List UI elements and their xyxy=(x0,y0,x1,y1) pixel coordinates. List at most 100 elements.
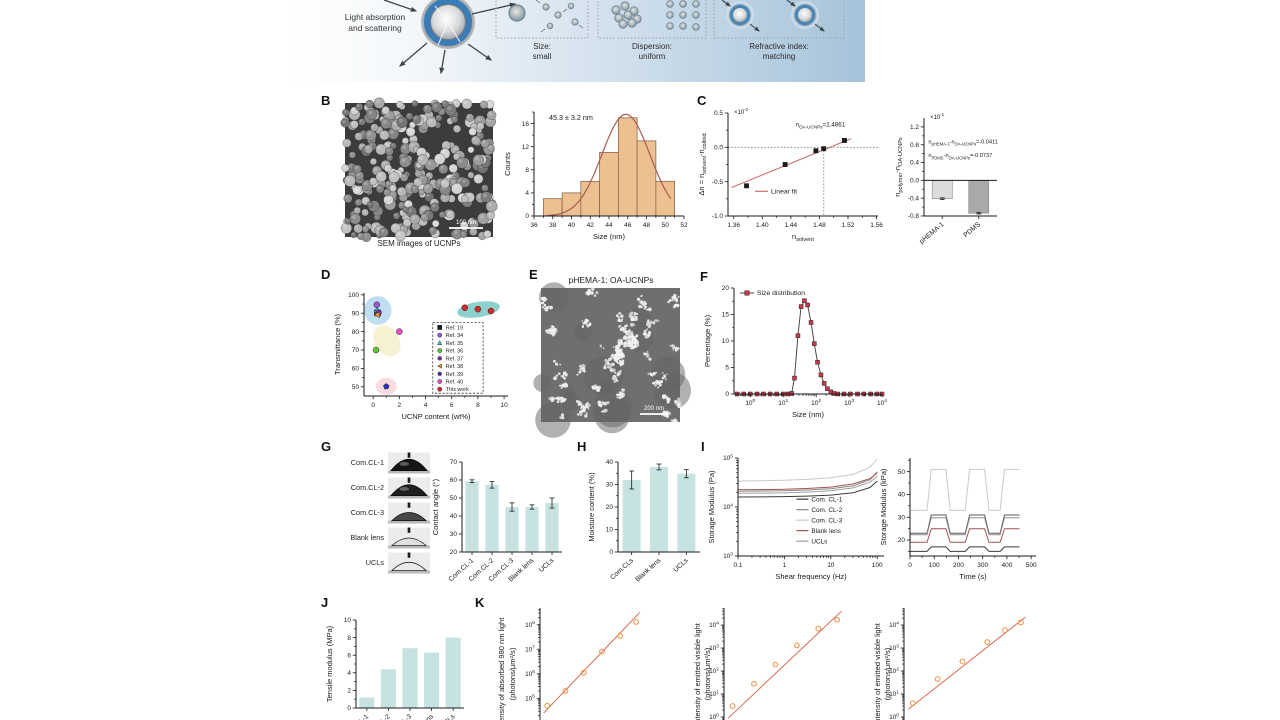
svg-text:(photons/μm²/s): (photons/μm²/s) xyxy=(508,647,517,700)
svg-text:103: 103 xyxy=(889,643,899,652)
refractive-index-fit-plot: 1.36 1.40 1.44 1.48 1.52 1.56 0.5 0.0 -0.5 -1.0 ns… xyxy=(697,96,886,252)
dispersion-uniform-icon xyxy=(611,0,700,31)
svg-text:nOA-UCNPs=1.4861: nOA-UCNPs=1.4861 xyxy=(796,121,846,129)
svg-text:8: 8 xyxy=(525,167,529,174)
svg-text:Ref. 39: Ref. 39 xyxy=(446,372,463,378)
sem-image-ucnps: 100 nm xyxy=(340,97,498,242)
svg-text:36: 36 xyxy=(530,222,538,229)
droplet-image xyxy=(388,552,430,574)
svg-text:48: 48 xyxy=(643,222,651,229)
svg-text:300: 300 xyxy=(977,562,988,569)
contact-angle-droplets: Com.CL-1 Com.CL-2 Com.CL-3 Blank lens UC… xyxy=(326,450,430,575)
svg-text:(photons/μm²/s): (photons/μm²/s) xyxy=(703,647,712,700)
size-small-icon xyxy=(508,0,584,33)
storage-modulus-time-plot: 0 100 200 300 400 500 20 30 40 50 Time (s) Storage … xyxy=(879,446,1046,592)
svg-text:200 nm: 200 nm xyxy=(644,406,664,412)
tem-title: pHEMA-1: OA-UCNPs xyxy=(568,275,654,285)
svg-text:nsolvent: nsolvent xyxy=(792,232,814,243)
droplet-image xyxy=(388,452,430,474)
svg-text:4: 4 xyxy=(424,402,428,409)
svg-text:50: 50 xyxy=(662,222,670,229)
svg-text:Storage Modulus (kPa): Storage Modulus (kPa) xyxy=(879,468,888,545)
svg-text:102: 102 xyxy=(709,666,719,675)
svg-text:101: 101 xyxy=(889,689,899,698)
svg-text:×10-2: ×10-2 xyxy=(734,107,749,116)
svg-text:Ref. 40: Ref. 40 xyxy=(446,380,463,386)
svg-text:Ref. 19: Ref. 19 xyxy=(446,325,463,331)
sem-caption: SEM images of UCNPs xyxy=(377,239,461,248)
emitted-light-intensity-plot-2: 100 101 102 103 104 Intensity of emitted visi… xyxy=(848,594,1040,720)
svg-text:100: 100 xyxy=(348,292,359,299)
svg-text:Percentage (%): Percentage (%) xyxy=(703,314,712,367)
svg-text:Tensile modulus (MPa): Tensile modulus (MPa) xyxy=(325,625,334,702)
refractive-matching-label: Refractive index: matching xyxy=(749,42,809,61)
panel-letter-D: D xyxy=(321,267,331,282)
size-distribution-plot: 100 101 102 103 104 0 5 10 15 20 Size (nm) Percenta… xyxy=(700,274,894,430)
svg-text:16: 16 xyxy=(522,121,530,128)
svg-text:Size (nm): Size (nm) xyxy=(792,410,825,419)
svg-text:103: 103 xyxy=(844,398,854,407)
panel-letter-I: I xyxy=(701,439,705,454)
svg-text:-0.4: -0.4 xyxy=(908,195,920,202)
svg-text:20: 20 xyxy=(606,504,614,511)
svg-text:20: 20 xyxy=(450,549,458,556)
svg-text:104: 104 xyxy=(723,502,733,511)
svg-text:100 nm: 100 nm xyxy=(456,220,476,226)
svg-text:Blank lens: Blank lens xyxy=(634,557,662,584)
panel-letter-K: K xyxy=(475,595,485,610)
svg-text:10: 10 xyxy=(722,338,730,345)
droplet-label: Com.CL-2 xyxy=(350,483,384,492)
svg-text:2: 2 xyxy=(347,688,351,695)
svg-text:1.44: 1.44 xyxy=(785,222,798,229)
svg-text:Ref. 38: Ref. 38 xyxy=(446,364,463,370)
droplet-image xyxy=(388,502,430,524)
svg-text:40: 40 xyxy=(898,492,906,499)
svg-text:×10-1: ×10-1 xyxy=(930,112,945,121)
panel-letter-B: B xyxy=(321,93,331,108)
svg-text:Com. CL-2: Com. CL-2 xyxy=(811,507,842,514)
svg-text:105: 105 xyxy=(723,453,733,462)
svg-text:20: 20 xyxy=(898,537,906,544)
svg-text:45.3 ± 3.2 nm: 45.3 ± 3.2 nm xyxy=(549,113,593,122)
svg-text:Counts: Counts xyxy=(503,152,512,176)
svg-text:15: 15 xyxy=(722,312,730,319)
contact-angle-bar-chart: Com.CL-1 Com.CL-2 Com.CL-3 Blank lens UCLs 20… xyxy=(431,446,572,596)
svg-text:40: 40 xyxy=(606,459,614,466)
svg-text:400: 400 xyxy=(1001,562,1012,569)
svg-text:102: 102 xyxy=(811,398,821,407)
panel-letter-G: G xyxy=(321,439,332,454)
svg-text:46: 46 xyxy=(624,222,632,229)
svg-text:Moisture content (%): Moisture content (%) xyxy=(587,472,596,542)
svg-text:30: 30 xyxy=(898,514,906,521)
svg-text:12: 12 xyxy=(522,144,530,151)
droplet-row: Com.CL-2 xyxy=(326,475,430,500)
svg-text:Δn = nsolvent-ncolloid: Δn = nsolvent-ncolloid xyxy=(697,133,708,195)
svg-text:100: 100 xyxy=(709,712,719,720)
svg-text:100: 100 xyxy=(872,562,883,569)
svg-text:Ref. 35: Ref. 35 xyxy=(446,341,463,347)
droplet-row: Com.CL-3 xyxy=(326,500,430,525)
svg-text:106: 106 xyxy=(525,669,535,678)
svg-text:100: 100 xyxy=(889,712,899,720)
svg-text:1.2: 1.2 xyxy=(910,124,919,131)
svg-text:20: 20 xyxy=(722,285,730,292)
svg-text:4: 4 xyxy=(347,670,351,677)
panel-letter-J: J xyxy=(321,595,329,610)
svg-text:Com.CLs: Com.CLs xyxy=(609,557,635,582)
droplet-row: Blank lens xyxy=(326,525,430,550)
svg-text:42: 42 xyxy=(587,222,595,229)
droplet-label: UCLs xyxy=(365,558,384,567)
droplet-row: UCLs xyxy=(326,550,430,575)
svg-text:Linear fit: Linear fit xyxy=(771,188,797,195)
svg-text:104: 104 xyxy=(877,398,887,407)
svg-text:1.48: 1.48 xyxy=(813,222,826,229)
panel-letter-C: C xyxy=(697,93,707,108)
svg-text:107: 107 xyxy=(525,645,535,654)
size-small-label: Size: small xyxy=(532,42,552,61)
schematic-graphic xyxy=(383,0,845,75)
svg-text:Size distribution: Size distribution xyxy=(757,290,805,297)
svg-text:Ref. 37: Ref. 37 xyxy=(446,356,463,362)
svg-text:-0.5: -0.5 xyxy=(712,179,724,186)
svg-text:104: 104 xyxy=(709,620,719,629)
